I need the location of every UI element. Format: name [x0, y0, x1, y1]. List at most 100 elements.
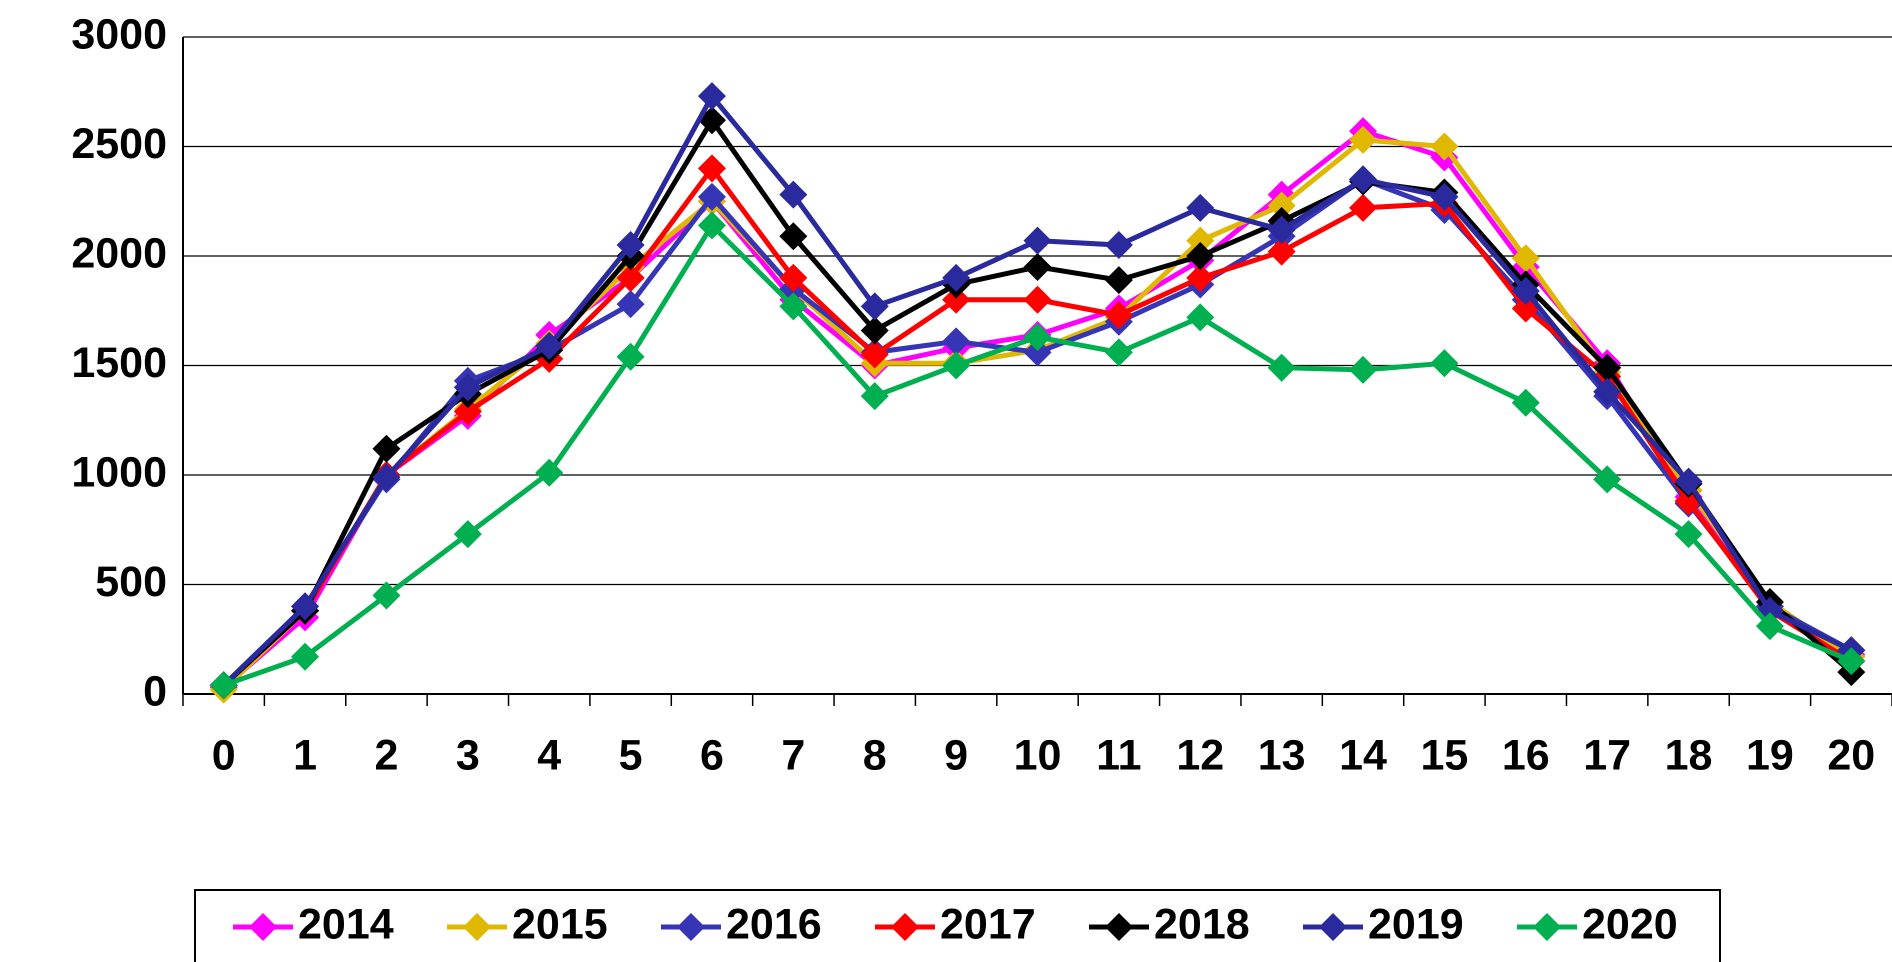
marker — [1267, 215, 1296, 244]
marker — [1023, 338, 1052, 367]
legend-label: 2018 — [1154, 900, 1250, 948]
legend-label: 2016 — [726, 900, 822, 948]
x-tick-label: 15 — [1420, 731, 1468, 779]
x-tick-label: 13 — [1258, 731, 1306, 779]
marker — [616, 263, 645, 292]
x-tick-label: 2 — [374, 731, 398, 779]
marker — [942, 285, 971, 314]
legend-marker — [677, 913, 705, 941]
marker — [209, 671, 238, 700]
marker — [1186, 242, 1215, 270]
y-tick-label: 1000 — [71, 448, 167, 496]
legend-marker — [1319, 913, 1347, 941]
marker — [1186, 226, 1215, 255]
marker — [372, 463, 401, 492]
x-tick-label: 6 — [700, 731, 724, 779]
marker — [1593, 353, 1622, 382]
marker — [1104, 338, 1133, 367]
legend-label: 2020 — [1582, 900, 1678, 948]
marker — [697, 211, 726, 240]
marker — [1186, 303, 1215, 332]
marker — [1430, 132, 1459, 161]
legend-marker — [891, 913, 919, 941]
marker — [1349, 193, 1378, 222]
legend-label: 2017 — [940, 900, 1036, 948]
marker — [1023, 323, 1052, 352]
x-tick-label: 12 — [1176, 731, 1224, 779]
marker — [453, 373, 482, 402]
x-tick-label: 16 — [1502, 731, 1550, 779]
marker — [616, 342, 645, 371]
legend-label: 2019 — [1368, 900, 1464, 948]
x-tick-label: 17 — [1583, 731, 1631, 779]
x-tick-label: 3 — [456, 731, 480, 779]
x-tick-label: 18 — [1665, 731, 1713, 779]
marker — [697, 154, 726, 183]
marker — [1593, 465, 1622, 494]
x-tick-label: 0 — [212, 731, 236, 779]
y-tick-label: 2000 — [71, 229, 167, 277]
marker — [1755, 612, 1784, 641]
legend-marker — [1105, 913, 1133, 941]
x-tick-label: 4 — [537, 731, 561, 779]
marker — [535, 458, 564, 487]
marker — [779, 292, 808, 321]
marker — [1104, 301, 1133, 330]
legend-marker — [463, 913, 491, 941]
x-tick-label: 14 — [1339, 731, 1387, 779]
y-tick-label: 3000 — [71, 10, 167, 58]
marker — [291, 642, 320, 671]
marker — [1023, 252, 1052, 281]
marker — [942, 263, 971, 292]
marker — [1023, 226, 1052, 255]
marker — [860, 340, 889, 369]
legend-label: 2015 — [512, 900, 608, 948]
legend-marker — [249, 913, 277, 941]
legend-marker — [1533, 913, 1561, 941]
marker — [1104, 231, 1133, 260]
marker — [1023, 285, 1052, 314]
marker — [1267, 353, 1296, 382]
marker — [616, 231, 645, 260]
x-tick-label: 10 — [1014, 731, 1062, 779]
marker — [1430, 182, 1459, 211]
marker — [1349, 355, 1378, 384]
marker — [860, 292, 889, 321]
x-tick-label: 19 — [1746, 731, 1794, 779]
marker — [1267, 191, 1296, 220]
marker — [1511, 244, 1540, 273]
marker — [1837, 647, 1866, 676]
marker — [942, 327, 971, 356]
y-tick-label: 0 — [143, 667, 167, 715]
marker — [372, 581, 401, 610]
x-tick-label: 8 — [863, 731, 887, 779]
marker — [942, 351, 971, 380]
marker — [1430, 349, 1459, 378]
marker — [1186, 193, 1215, 222]
marker — [291, 592, 320, 621]
y-tick-label: 2500 — [71, 120, 167, 168]
marker — [1104, 266, 1133, 295]
marker — [779, 222, 808, 251]
marker — [697, 82, 726, 111]
y-tick-label: 1500 — [71, 339, 167, 387]
marker — [1511, 388, 1540, 417]
marker — [616, 290, 645, 319]
marker — [860, 316, 889, 345]
marker — [779, 180, 808, 209]
marker — [1674, 520, 1703, 549]
marker — [453, 397, 482, 426]
x-tick-label: 1 — [293, 731, 317, 779]
marker — [372, 434, 401, 463]
marker — [535, 331, 564, 360]
marker — [453, 520, 482, 549]
marker — [1593, 377, 1622, 406]
x-tick-label: 20 — [1827, 731, 1875, 779]
x-tick-label: 7 — [781, 731, 805, 779]
marker — [1674, 467, 1703, 496]
marker — [697, 182, 726, 211]
marker — [779, 263, 808, 292]
marker — [1349, 165, 1378, 194]
legend-label: 2014 — [298, 900, 394, 948]
